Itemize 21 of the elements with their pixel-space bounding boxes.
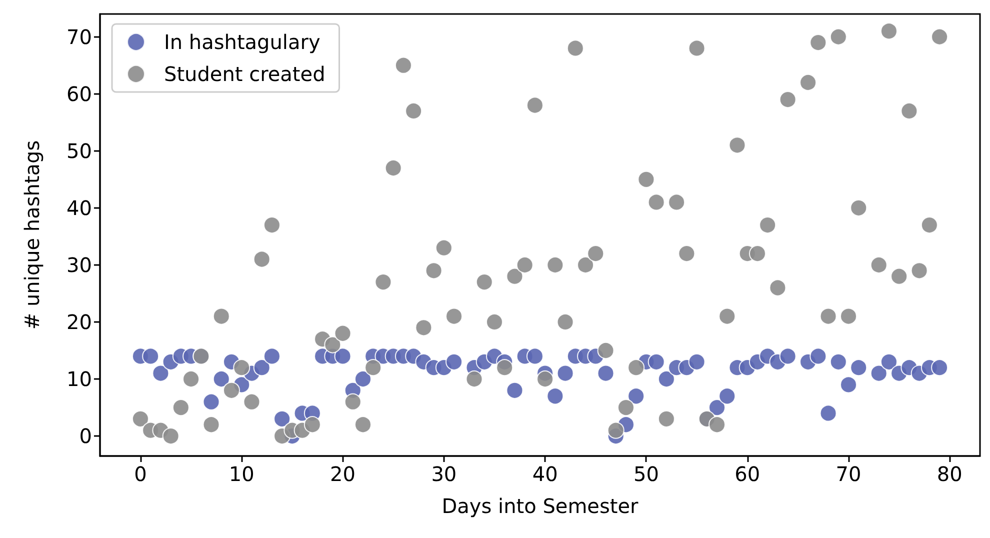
x-tick-label: 80: [936, 462, 962, 486]
y-tick-label: 30: [66, 252, 92, 277]
x-tick-label: 40: [532, 462, 558, 486]
x-tick-label: 0: [134, 462, 147, 486]
y-tick-label: 40: [66, 196, 92, 220]
y-axis-title: # unique hashtags: [20, 140, 44, 330]
y-tick-label: 20: [66, 310, 92, 334]
x-tick-label: 50: [633, 462, 659, 486]
y-tick-label: 70: [66, 24, 92, 49]
y-tick-label: 50: [66, 138, 92, 163]
x-tick-label: 30: [431, 462, 457, 486]
x-axis-title: Days into Semester: [442, 494, 640, 518]
x-tick-label: 70: [836, 462, 862, 486]
legend-label: Student created: [164, 62, 326, 86]
y-tick-label: 60: [66, 82, 92, 106]
x-tick-label: 20: [330, 462, 356, 486]
x-tick-label: 10: [228, 462, 254, 486]
legend-label: In hashtagulary: [164, 30, 320, 54]
y-tick-label: 10: [66, 367, 92, 392]
x-tick-label: 60: [734, 462, 760, 486]
y-tick-label: 0: [79, 424, 92, 448]
